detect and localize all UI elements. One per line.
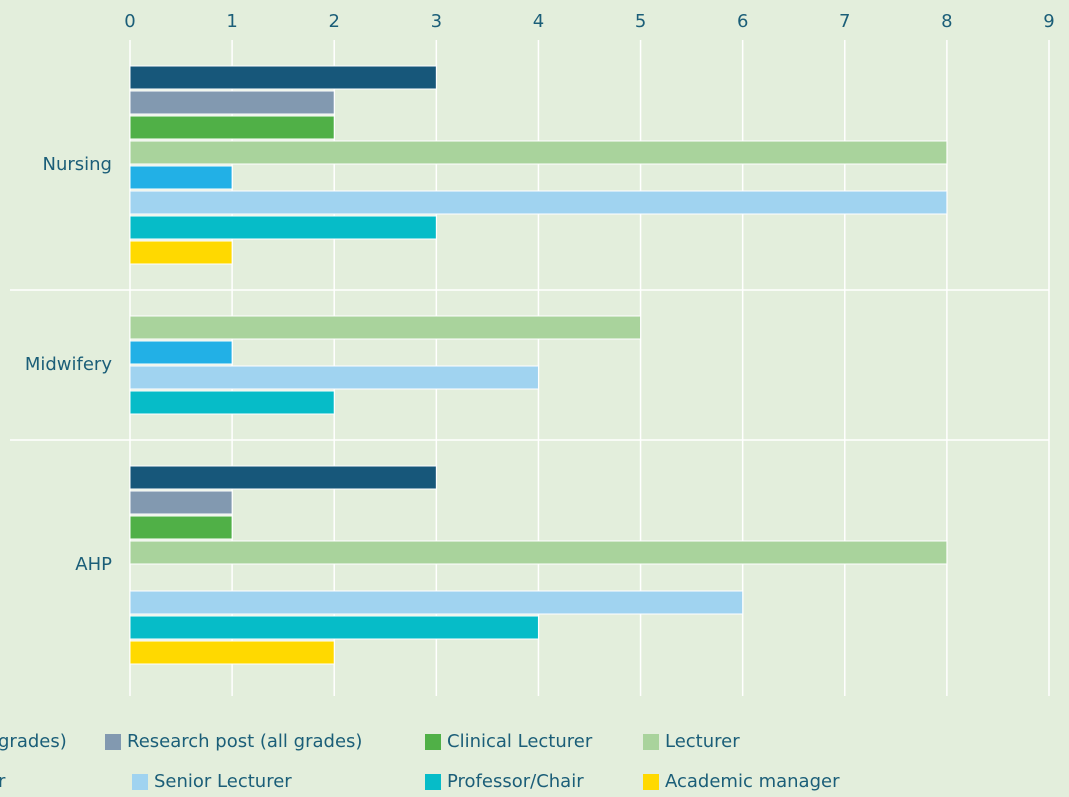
bar xyxy=(129,140,948,165)
bar xyxy=(129,390,335,415)
bar xyxy=(129,490,233,515)
bar xyxy=(129,615,539,640)
bar xyxy=(129,215,437,240)
legend-swatch xyxy=(425,774,441,790)
x-tick-label: 8 xyxy=(941,11,952,32)
x-tick-label: 0 xyxy=(124,11,135,32)
x-tick-label: 3 xyxy=(431,11,442,32)
legend-label: Senior Lecturer xyxy=(154,771,292,792)
bar xyxy=(129,340,233,365)
bar xyxy=(129,590,744,615)
bar xyxy=(129,315,642,340)
legend-label: grades) xyxy=(0,731,67,752)
legend-label: Research post (all grades) xyxy=(127,731,362,752)
bar xyxy=(129,540,948,565)
bar xyxy=(129,115,335,140)
y-tick-label: Midwifery xyxy=(25,354,112,375)
y-tick-label: AHP xyxy=(75,554,112,575)
bar xyxy=(129,365,539,390)
x-tick-label: 6 xyxy=(737,11,748,32)
x-tick-label: 9 xyxy=(1043,11,1054,32)
x-tick-label: 2 xyxy=(328,11,339,32)
legend-label: r xyxy=(0,771,6,792)
x-tick-label: 1 xyxy=(226,11,237,32)
legend-swatch xyxy=(643,774,659,790)
legend-swatch xyxy=(425,734,441,750)
legend-swatch xyxy=(105,734,121,750)
bar xyxy=(129,640,335,665)
legend-swatch xyxy=(132,774,148,790)
legend-label: Academic manager xyxy=(665,771,840,792)
legend-label: Professor/Chair xyxy=(447,771,584,792)
legend-label: Clinical Lecturer xyxy=(447,731,593,752)
x-tick-label: 5 xyxy=(635,11,646,32)
bar xyxy=(129,65,437,90)
bar xyxy=(129,515,233,540)
bar xyxy=(129,240,233,265)
y-tick-label: Nursing xyxy=(43,154,113,175)
bar xyxy=(129,465,437,490)
bar xyxy=(129,165,233,190)
bar xyxy=(129,190,948,215)
x-tick-label: 7 xyxy=(839,11,850,32)
x-tick-label: 4 xyxy=(533,11,544,32)
bar xyxy=(129,90,335,115)
legend-label: Lecturer xyxy=(665,731,740,752)
legend-swatch xyxy=(643,734,659,750)
